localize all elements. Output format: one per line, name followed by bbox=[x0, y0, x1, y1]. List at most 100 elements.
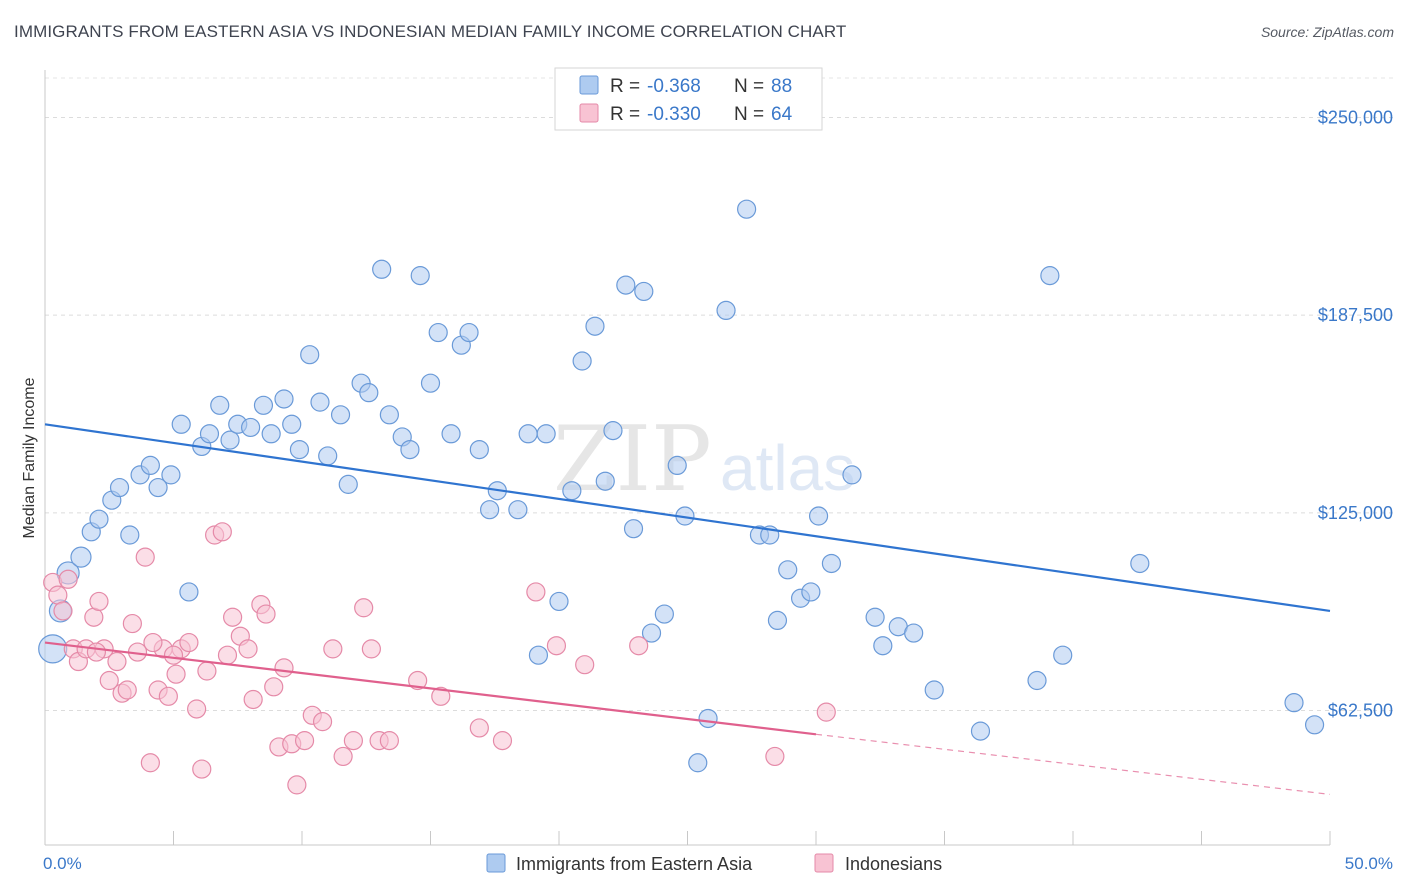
eastern-asia-point-14 bbox=[179, 582, 199, 602]
eastern-asia-point-52 bbox=[572, 351, 592, 371]
indonesians-point-23 bbox=[179, 632, 199, 653]
indonesians-point-63 bbox=[143, 632, 163, 653]
indonesians-point-28 bbox=[212, 522, 232, 542]
legend-label-eastern-asia: Immigrants from Eastern Asia bbox=[516, 854, 753, 874]
indonesians-point-45 bbox=[333, 746, 353, 767]
eastern-asia-point-3 bbox=[70, 546, 92, 568]
indonesians-point-16 bbox=[135, 547, 155, 567]
eastern-asia-point-33 bbox=[372, 259, 392, 279]
eastern-asia-point-5 bbox=[89, 509, 109, 529]
indonesians-point-40 bbox=[287, 775, 307, 795]
indonesians-point-24 bbox=[187, 699, 207, 719]
indonesians-point-56 bbox=[546, 636, 567, 656]
indonesians-point-44 bbox=[323, 639, 343, 659]
legend-swatch-eastern-asia bbox=[486, 853, 506, 873]
eastern-asia-point-53 bbox=[585, 316, 605, 336]
indonesians-point-20 bbox=[158, 686, 178, 706]
indonesians-point-30 bbox=[223, 607, 243, 627]
indonesians-point-55 bbox=[526, 582, 546, 602]
eastern-asia-point-77 bbox=[873, 636, 893, 656]
eastern-asia-point-57 bbox=[623, 519, 644, 539]
eastern-asia-point-12 bbox=[161, 465, 181, 485]
eastern-asia-point-32 bbox=[359, 383, 379, 403]
indonesians-trend-line bbox=[44, 641, 817, 736]
stats-n-value-pink: 64 bbox=[771, 104, 793, 125]
eastern-asia-point-34 bbox=[379, 405, 399, 425]
eastern-asia-point-50 bbox=[549, 591, 569, 612]
eastern-asia-point-61 bbox=[667, 455, 687, 476]
eastern-asia-point-86 bbox=[1284, 693, 1304, 713]
eastern-asia-point-18 bbox=[220, 430, 240, 450]
eastern-asia-trend-line bbox=[44, 423, 1331, 613]
trend-lines bbox=[44, 423, 1331, 795]
eastern-asia-point-55 bbox=[603, 421, 623, 441]
eastern-asia-point-47 bbox=[518, 424, 538, 444]
y-tick-labels: $62,500 $125,000 $187,500 $250,000 bbox=[1318, 107, 1393, 720]
indonesians-point-48 bbox=[361, 639, 381, 659]
eastern-asia-point-7 bbox=[109, 477, 130, 498]
eastern-asia-point-43 bbox=[469, 439, 489, 460]
eastern-asia-point-64 bbox=[688, 753, 708, 773]
eastern-asia-point-38 bbox=[420, 373, 441, 393]
indonesians-point-36 bbox=[264, 677, 284, 697]
eastern-asia-point-85 bbox=[1130, 553, 1150, 574]
eastern-asia-point-17 bbox=[210, 395, 230, 415]
indonesians-point-32 bbox=[238, 639, 258, 659]
y-tick-label-2: $187,500 bbox=[1318, 305, 1393, 325]
eastern-asia-point-81 bbox=[970, 721, 991, 741]
y-axis-label: Median Family Income bbox=[21, 377, 38, 538]
stats-legend: R = -0.368 N = 88 R = -0.330 N = 64 bbox=[554, 67, 823, 131]
indonesians-point-59 bbox=[765, 746, 785, 767]
stats-r-value-blue: -0.368 bbox=[647, 76, 701, 97]
eastern-asia-point-30 bbox=[338, 474, 358, 494]
stats-swatch-pink bbox=[579, 103, 599, 123]
watermark-atlas: atlas bbox=[720, 432, 855, 504]
gridlines bbox=[45, 77, 1395, 712]
y-tick-label-0: $62,500 bbox=[1328, 701, 1393, 721]
x-tick-label-min: 0.0% bbox=[43, 854, 82, 873]
indonesians-point-41 bbox=[294, 731, 315, 751]
series-legend: Immigrants from Eastern Asia Indonesians bbox=[486, 853, 942, 874]
eastern-asia-point-73 bbox=[808, 506, 829, 526]
eastern-asia-point-44 bbox=[480, 500, 500, 520]
eastern-asia-point-20 bbox=[241, 417, 261, 438]
eastern-asia-point-24 bbox=[282, 414, 302, 434]
eastern-asia-point-13 bbox=[171, 414, 191, 434]
eastern-asia-point-27 bbox=[310, 392, 330, 412]
eastern-asia-point-54 bbox=[595, 471, 615, 491]
stats-r-value-pink: -0.330 bbox=[647, 104, 701, 125]
stats-n-label-pink: N = bbox=[734, 104, 764, 125]
indonesians-point-54 bbox=[492, 731, 513, 751]
eastern-asia-point-74 bbox=[821, 553, 842, 574]
eastern-asia-point-83 bbox=[1040, 266, 1060, 286]
source-credit: Source: ZipAtlas.com bbox=[1260, 24, 1394, 40]
indonesians-point-61 bbox=[86, 642, 107, 662]
indonesians-point-10 bbox=[99, 670, 119, 691]
indonesians-point-26 bbox=[197, 661, 217, 681]
stats-n-label-blue: N = bbox=[734, 76, 764, 97]
indonesians-point-11 bbox=[107, 651, 127, 672]
eastern-asia-point-49 bbox=[536, 424, 556, 444]
indonesians-point-17 bbox=[140, 753, 160, 773]
legend-label-indonesians: Indonesians bbox=[845, 854, 942, 874]
eastern-asia-point-21 bbox=[253, 395, 274, 415]
eastern-asia-point-8 bbox=[120, 525, 140, 545]
indonesians-point-8 bbox=[89, 591, 109, 612]
eastern-asia-point-23 bbox=[274, 389, 294, 409]
indonesians-point-57 bbox=[575, 655, 595, 675]
eastern-asia-point-69 bbox=[767, 610, 788, 631]
eastern-asia-point-0 bbox=[38, 634, 68, 664]
indonesians-point-3 bbox=[58, 569, 78, 589]
indonesians-point-35 bbox=[256, 604, 276, 624]
indonesians-trend-extension bbox=[815, 733, 1331, 795]
indonesians-point-50 bbox=[379, 731, 399, 751]
indonesians-point-25 bbox=[192, 759, 212, 779]
eastern-asia-point-70 bbox=[778, 560, 798, 580]
indonesians-point-62 bbox=[163, 645, 184, 665]
y-tick-label-1: $125,000 bbox=[1318, 503, 1393, 523]
eastern-asia-point-22 bbox=[261, 424, 281, 444]
eastern-asia-point-79 bbox=[904, 623, 924, 643]
indonesians-point-43 bbox=[312, 712, 333, 732]
indonesians-point-46 bbox=[343, 731, 363, 751]
series-eastern-asia-points bbox=[38, 199, 1325, 773]
